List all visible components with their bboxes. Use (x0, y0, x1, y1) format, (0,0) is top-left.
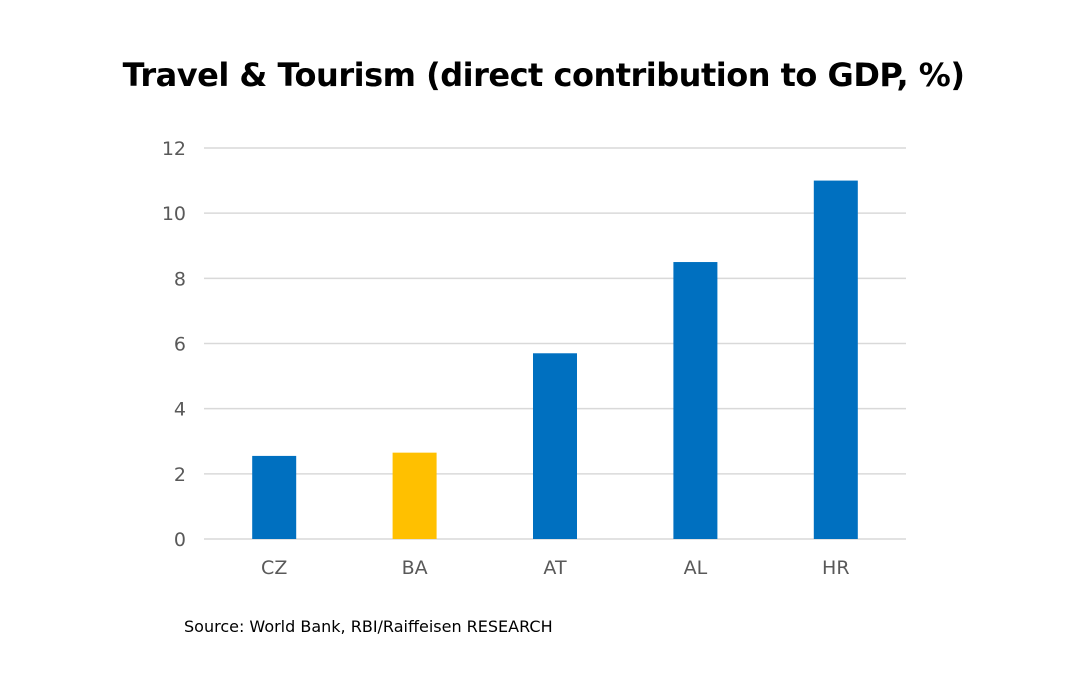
bar-cz (252, 455, 297, 539)
bar-ba (392, 452, 437, 539)
y-tick-label: 12 (162, 138, 186, 160)
y-tick-label: 0 (174, 529, 186, 551)
chart-title: Travel & Tourism (direct contribution to… (122, 56, 965, 94)
source-note: Source: World Bank, RBI/Raiffeisen RESEA… (184, 617, 553, 636)
bar-al (673, 262, 718, 539)
x-tick-label: CZ (261, 557, 287, 579)
y-tick-label: 6 (174, 334, 186, 356)
bar-hr (813, 180, 858, 540)
x-tick-label: AT (543, 557, 567, 579)
x-tick-label: HR (822, 557, 850, 579)
bar-at (533, 353, 577, 539)
y-tick-label: 8 (174, 268, 186, 290)
y-tick-label: 10 (162, 203, 186, 225)
y-tick-label: 4 (174, 399, 186, 421)
x-tick-label: BA (402, 557, 428, 579)
y-tick-label: 2 (174, 464, 186, 486)
x-tick-label: AL (684, 557, 708, 579)
